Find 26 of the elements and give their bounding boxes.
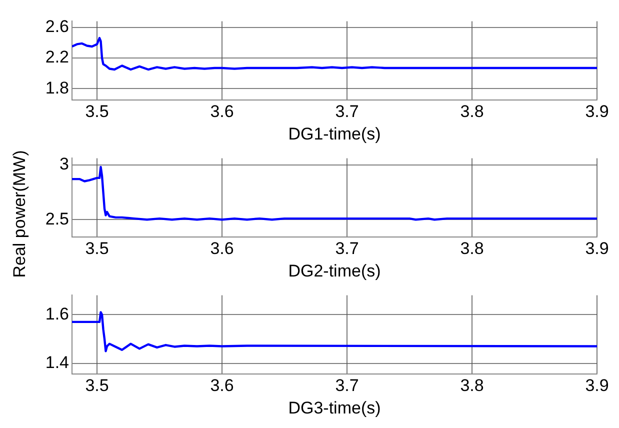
x-tick-label: 3.5 xyxy=(85,102,109,122)
x-tick-label: 3.6 xyxy=(210,239,234,258)
x-tick-label: 3.7 xyxy=(335,102,359,122)
y-tick-label: 1.6 xyxy=(45,304,69,324)
y-tick-label: 2.2 xyxy=(45,48,69,67)
x-tick-label: 3.7 xyxy=(335,376,359,396)
x-tick-label: 3.5 xyxy=(85,239,109,258)
x-tick-label: 3.8 xyxy=(460,102,484,122)
y-tick-label: 2.6 xyxy=(45,17,69,36)
x-tick-label: 3.8 xyxy=(460,376,484,396)
y-tick-label: 2.5 xyxy=(45,209,69,228)
x-axis-title: DG2-time(s) xyxy=(288,261,381,280)
y-tick-label: 1.8 xyxy=(45,78,69,98)
x-tick-label: 3.5 xyxy=(85,376,109,396)
x-tick-label: 3.8 xyxy=(460,239,484,258)
x-tick-label: 3.9 xyxy=(585,102,609,122)
x-tick-label: 3.9 xyxy=(585,239,609,258)
x-tick-label: 3.7 xyxy=(335,239,359,258)
y-axis-title: Real power(MW) xyxy=(10,150,30,278)
x-axis-title: DG1-time(s) xyxy=(288,124,381,144)
y-tick-label: 3 xyxy=(60,154,69,174)
x-axis-title: DG3-time(s) xyxy=(288,398,381,418)
x-tick-label: 3.6 xyxy=(210,102,234,122)
y-tick-label: 1.4 xyxy=(45,352,69,372)
x-tick-label: 3.9 xyxy=(585,376,609,396)
x-tick-label: 3.6 xyxy=(210,376,234,396)
